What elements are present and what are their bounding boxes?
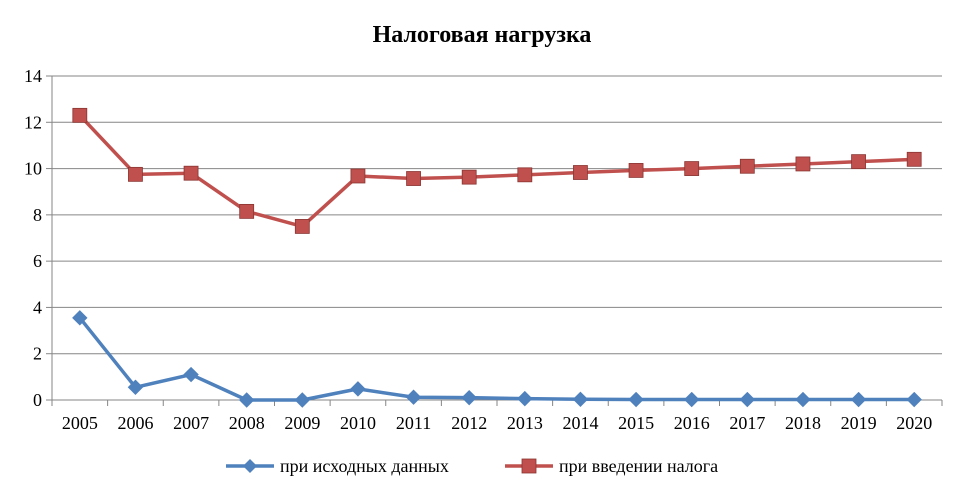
data-point <box>795 391 811 408</box>
data-point <box>406 171 421 186</box>
x-tick-label: 2016 <box>674 413 710 433</box>
data-point <box>517 167 533 183</box>
data-point <box>572 391 589 408</box>
y-tick-label: 2 <box>33 344 42 364</box>
data-point <box>350 381 366 397</box>
data-point <box>795 156 811 172</box>
data-point <box>683 391 700 408</box>
data-point <box>72 107 88 123</box>
y-tick-label: 8 <box>33 205 42 225</box>
data-point <box>851 154 866 170</box>
y-tick-label: 12 <box>24 112 42 132</box>
x-tick-label: 2009 <box>284 413 320 433</box>
x-tick-label: 2017 <box>729 413 765 433</box>
x-tick-label: 2008 <box>229 413 265 433</box>
data-point <box>238 392 255 408</box>
data-point <box>906 151 922 167</box>
x-tick-label: 2018 <box>785 413 821 433</box>
data-point <box>294 219 310 234</box>
x-tick-label: 2013 <box>507 413 543 433</box>
series-layer <box>72 107 922 408</box>
legend-marker <box>243 459 257 473</box>
data-point <box>72 310 88 326</box>
legend-marker <box>521 458 537 474</box>
y-axis: 0 2 4 6 8 10 12 14 <box>24 66 53 410</box>
data-point <box>294 392 311 408</box>
x-tick-label: 2006 <box>117 413 153 433</box>
y-tick-label: 14 <box>24 66 42 86</box>
series-line <box>78 114 915 229</box>
x-tick-label: 2007 <box>173 413 209 433</box>
x-axis: 2005 2006 2007 2008 2009 2010 2011 2012 2013 2014… <box>51 400 943 433</box>
data-point <box>573 165 588 180</box>
data-point <box>239 203 255 219</box>
data-point <box>739 391 756 408</box>
data-point <box>461 169 477 185</box>
x-tick-label: 2005 <box>62 413 98 433</box>
x-tick-label: 2020 <box>896 413 932 433</box>
data-point <box>350 168 366 184</box>
data-point <box>628 391 644 408</box>
y-tick-label: 10 <box>24 159 42 179</box>
y-tick-label: 6 <box>33 251 42 271</box>
legend: при исходных данных при введении налога <box>226 456 718 476</box>
legend-label: при введении налога <box>559 456 718 476</box>
data-point <box>906 391 922 408</box>
legend-label: при исходных данных <box>280 456 449 476</box>
x-tick-label: 2010 <box>340 413 376 433</box>
chart-title: Налоговая нагрузка <box>373 22 592 48</box>
data-point <box>183 165 199 181</box>
grid-lines <box>52 75 942 401</box>
data-point <box>739 158 755 174</box>
data-point <box>684 161 700 176</box>
data-point <box>127 379 144 395</box>
data-point <box>628 163 644 178</box>
y-tick-label: 4 <box>33 297 42 317</box>
x-tick-label: 2019 <box>841 413 877 433</box>
data-point <box>405 389 422 405</box>
x-tick-label: 2012 <box>451 413 487 433</box>
data-point <box>128 166 143 182</box>
data-point <box>850 391 867 408</box>
data-point <box>461 389 477 406</box>
series-line <box>78 316 915 402</box>
x-tick-label: 2015 <box>618 413 654 433</box>
x-tick-label: 2014 <box>562 413 598 433</box>
y-tick-label: 0 <box>33 390 42 410</box>
data-point <box>183 366 199 383</box>
data-point <box>517 390 533 407</box>
x-tick-label: 2011 <box>396 413 431 433</box>
